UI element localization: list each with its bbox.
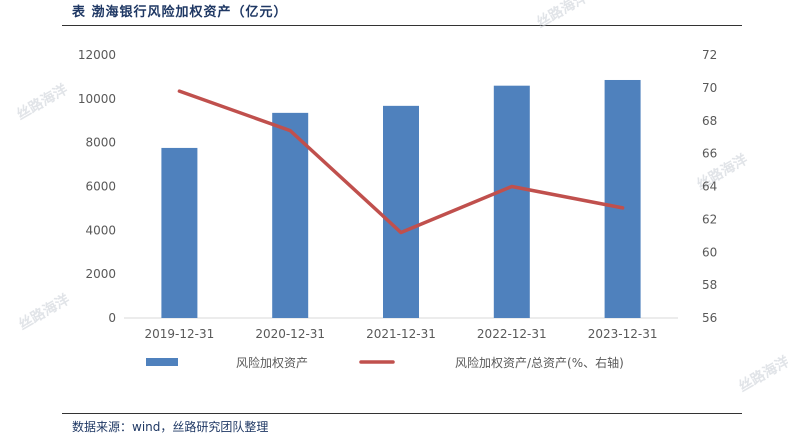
right-tick-label: 72	[702, 48, 717, 62]
bar	[494, 86, 530, 318]
right-tick-label: 66	[702, 147, 717, 161]
legend-bar-swatch	[146, 358, 178, 366]
legend: 风险加权资产 风险加权资产/总资产(%、右轴)	[146, 355, 624, 370]
bar	[383, 106, 419, 318]
right-tick-label: 60	[702, 245, 717, 259]
left-tick-label: 6000	[85, 180, 116, 194]
legend-bar-label: 风险加权资产	[236, 355, 308, 370]
bar	[161, 148, 197, 318]
right-tick-label: 68	[702, 114, 717, 128]
left-tick-label: 8000	[85, 136, 116, 150]
left-tick-label: 10000	[78, 92, 116, 106]
x-tick-label: 2019-12-31	[145, 327, 215, 341]
left-tick-label: 2000	[85, 267, 116, 281]
x-tick-label: 2020-12-31	[255, 327, 325, 341]
watermark-text: 丝路海洋	[736, 353, 788, 396]
right-tick-label: 64	[702, 180, 717, 194]
x-tick-label: 2021-12-31	[366, 327, 436, 341]
legend-line-label: 风险加权资产/总资产(%、右轴)	[455, 355, 624, 370]
right-tick-label: 62	[702, 212, 717, 226]
x-tick-label: 2022-12-31	[477, 327, 547, 341]
right-tick-label: 58	[702, 278, 717, 292]
bottom-rule	[62, 413, 742, 414]
left-tick-label: 0	[108, 311, 116, 325]
x-tick-label: 2023-12-31	[588, 327, 658, 341]
right-tick-label: 56	[702, 311, 717, 325]
x-axis-labels: 2019-12-31 2020-12-31 2021-12-31 2022-12-31…	[145, 327, 658, 341]
left-axis-ticks: 0 2000 4000 6000 8000 10000 12000	[78, 48, 116, 325]
left-tick-label: 12000	[78, 48, 116, 62]
right-tick-label: 70	[702, 81, 717, 95]
watermark-text: 丝路海洋	[14, 81, 71, 124]
watermark-text: 丝路海洋	[16, 291, 73, 334]
left-tick-label: 4000	[85, 223, 116, 237]
source-note: 数据来源：wind，丝路研究团队整理	[72, 418, 268, 435]
watermark-text: 丝路海洋	[534, 0, 591, 31]
bar	[605, 80, 641, 318]
right-axis-ticks: 56 58 60 62 64 66 68 70 72	[702, 48, 717, 325]
